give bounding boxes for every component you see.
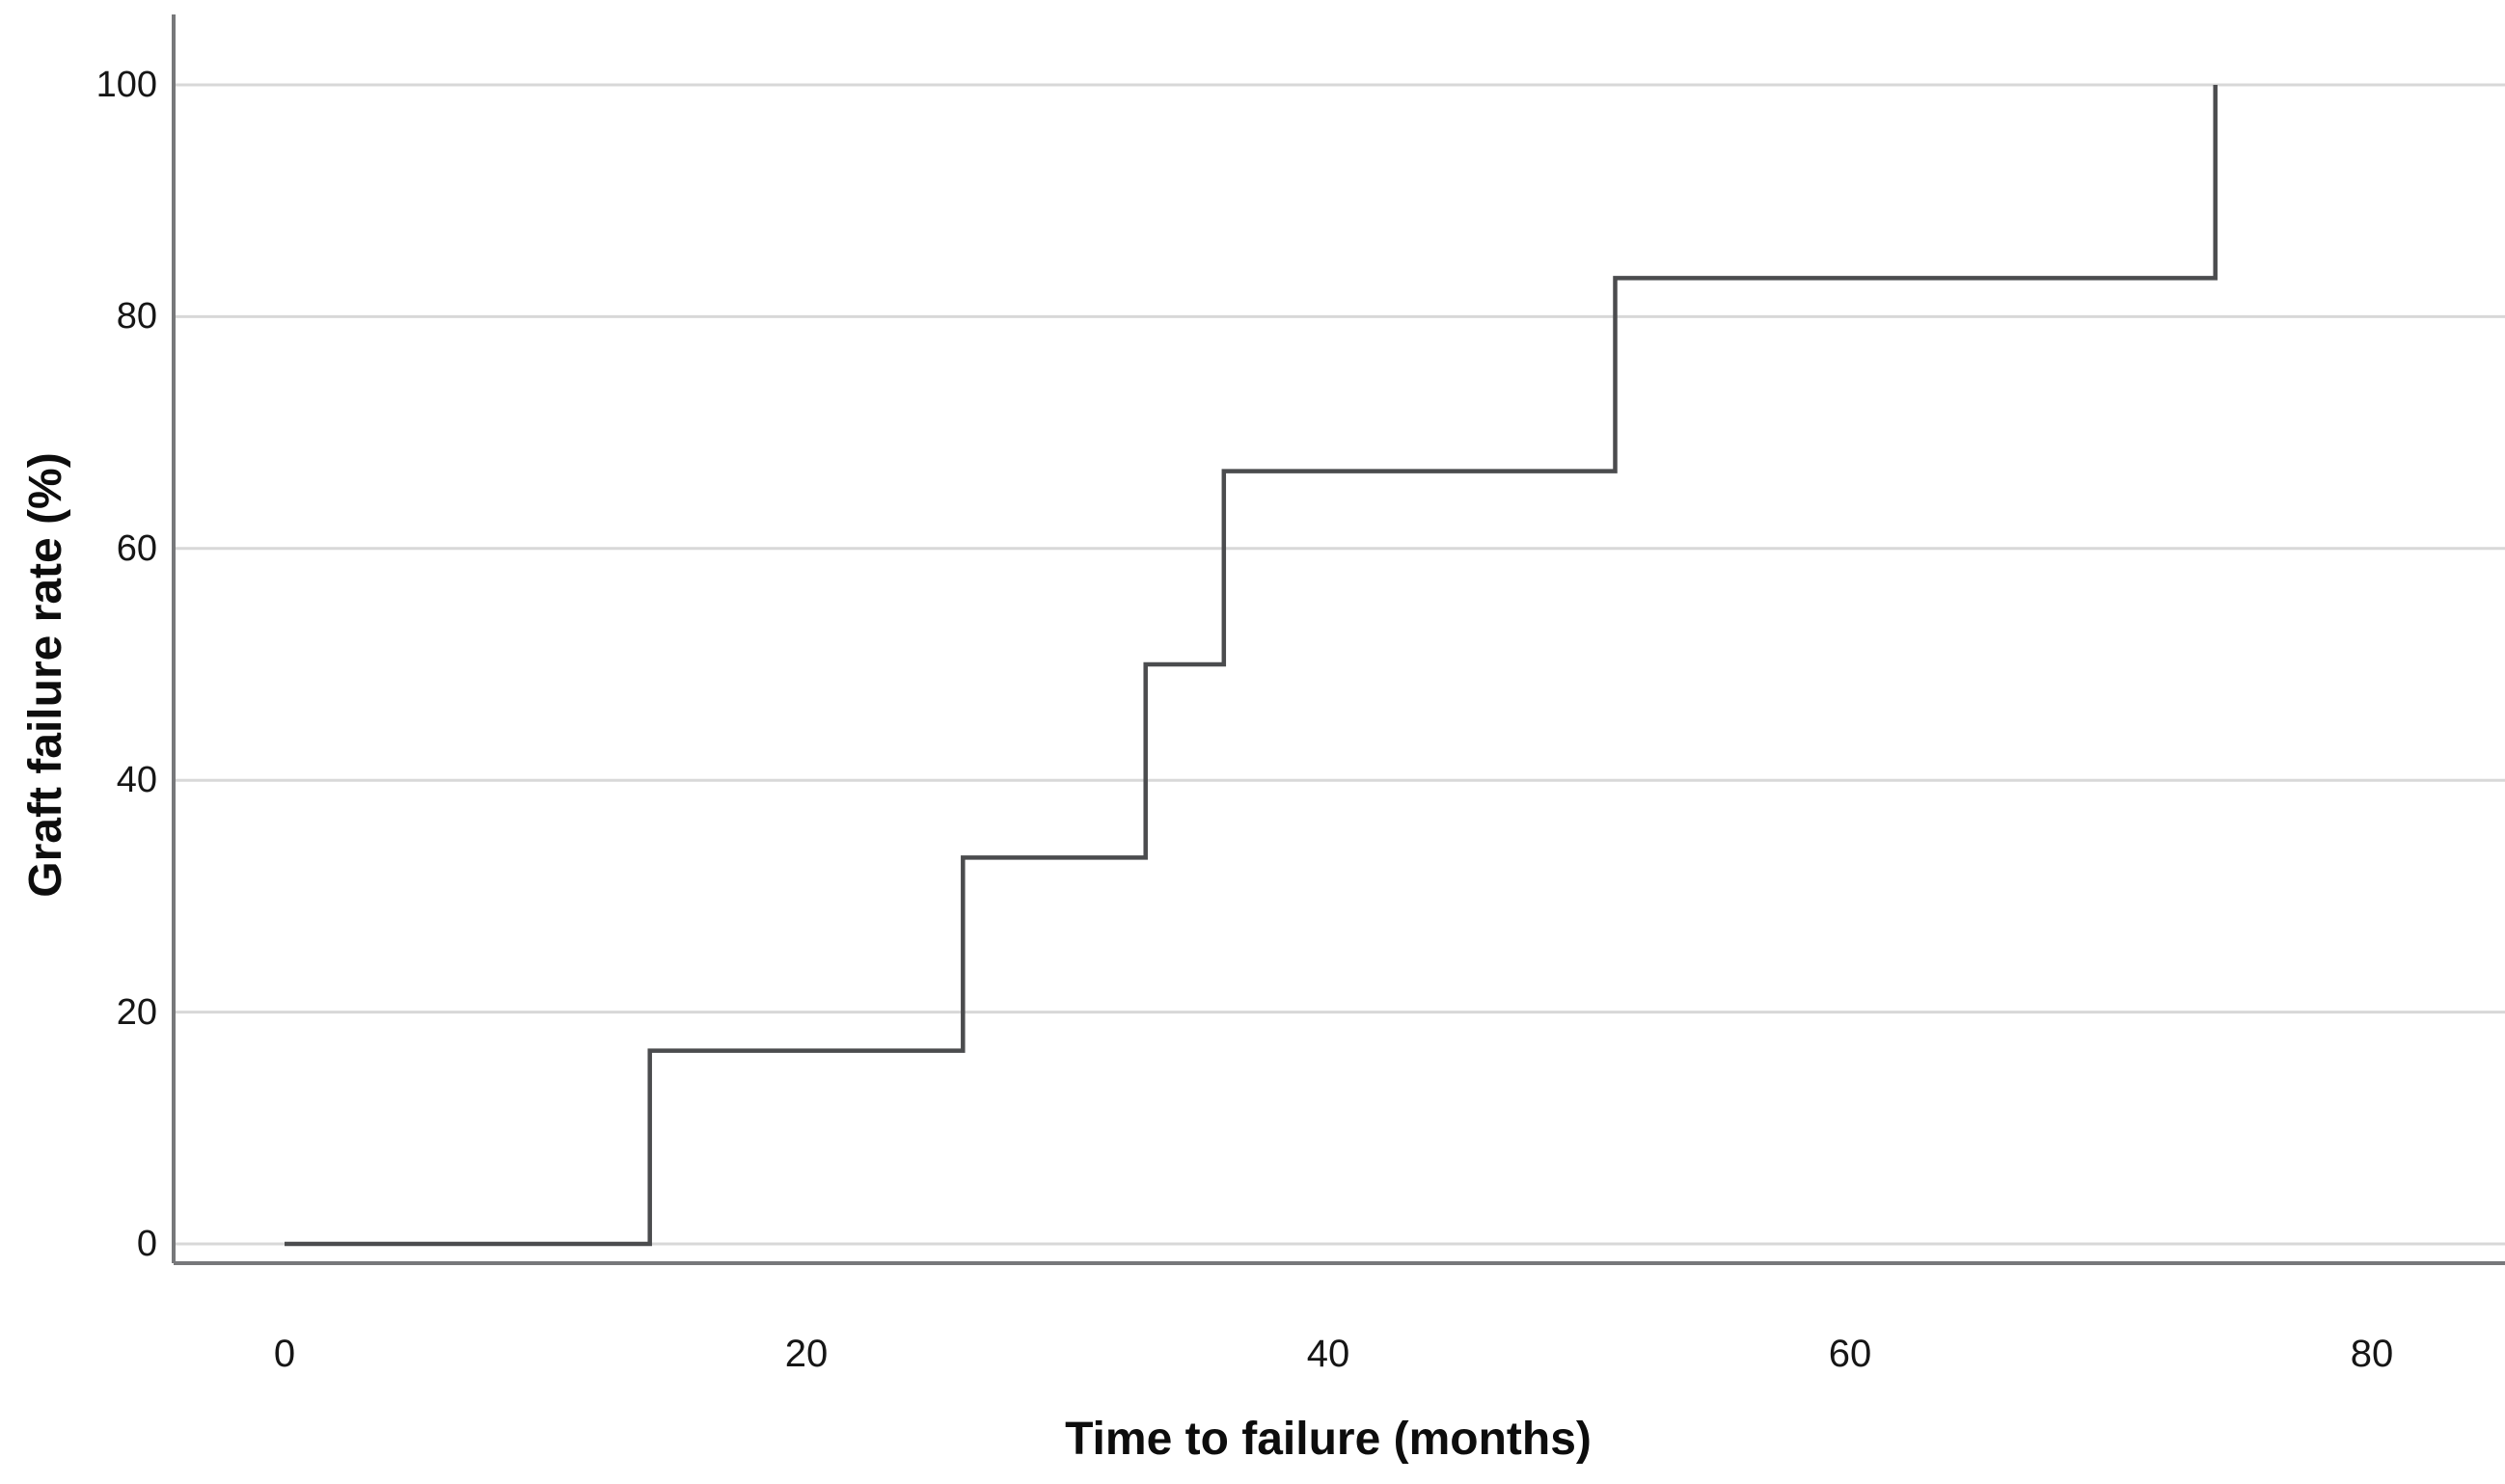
x-tick-label: 60 <box>1828 1333 1872 1375</box>
y-tick-label: 100 <box>95 65 157 105</box>
y-tick-label: 40 <box>116 760 157 801</box>
x-tick-label: 20 <box>784 1333 829 1375</box>
y-tick-label: 80 <box>116 296 157 337</box>
x-axis-title: Time to failure (months) <box>1065 1414 1592 1465</box>
x-tick-label: 40 <box>1306 1333 1350 1375</box>
y-tick-label: 60 <box>116 527 157 569</box>
x-tick-label: 80 <box>2350 1333 2394 1375</box>
y-tick-label: 20 <box>116 991 157 1033</box>
y-tick-label: 0 <box>136 1224 157 1264</box>
x-tick-label: 0 <box>273 1333 296 1375</box>
failure-step-curve <box>285 85 2218 1247</box>
y-axis-title: Graft failure rate (%) <box>20 452 71 898</box>
